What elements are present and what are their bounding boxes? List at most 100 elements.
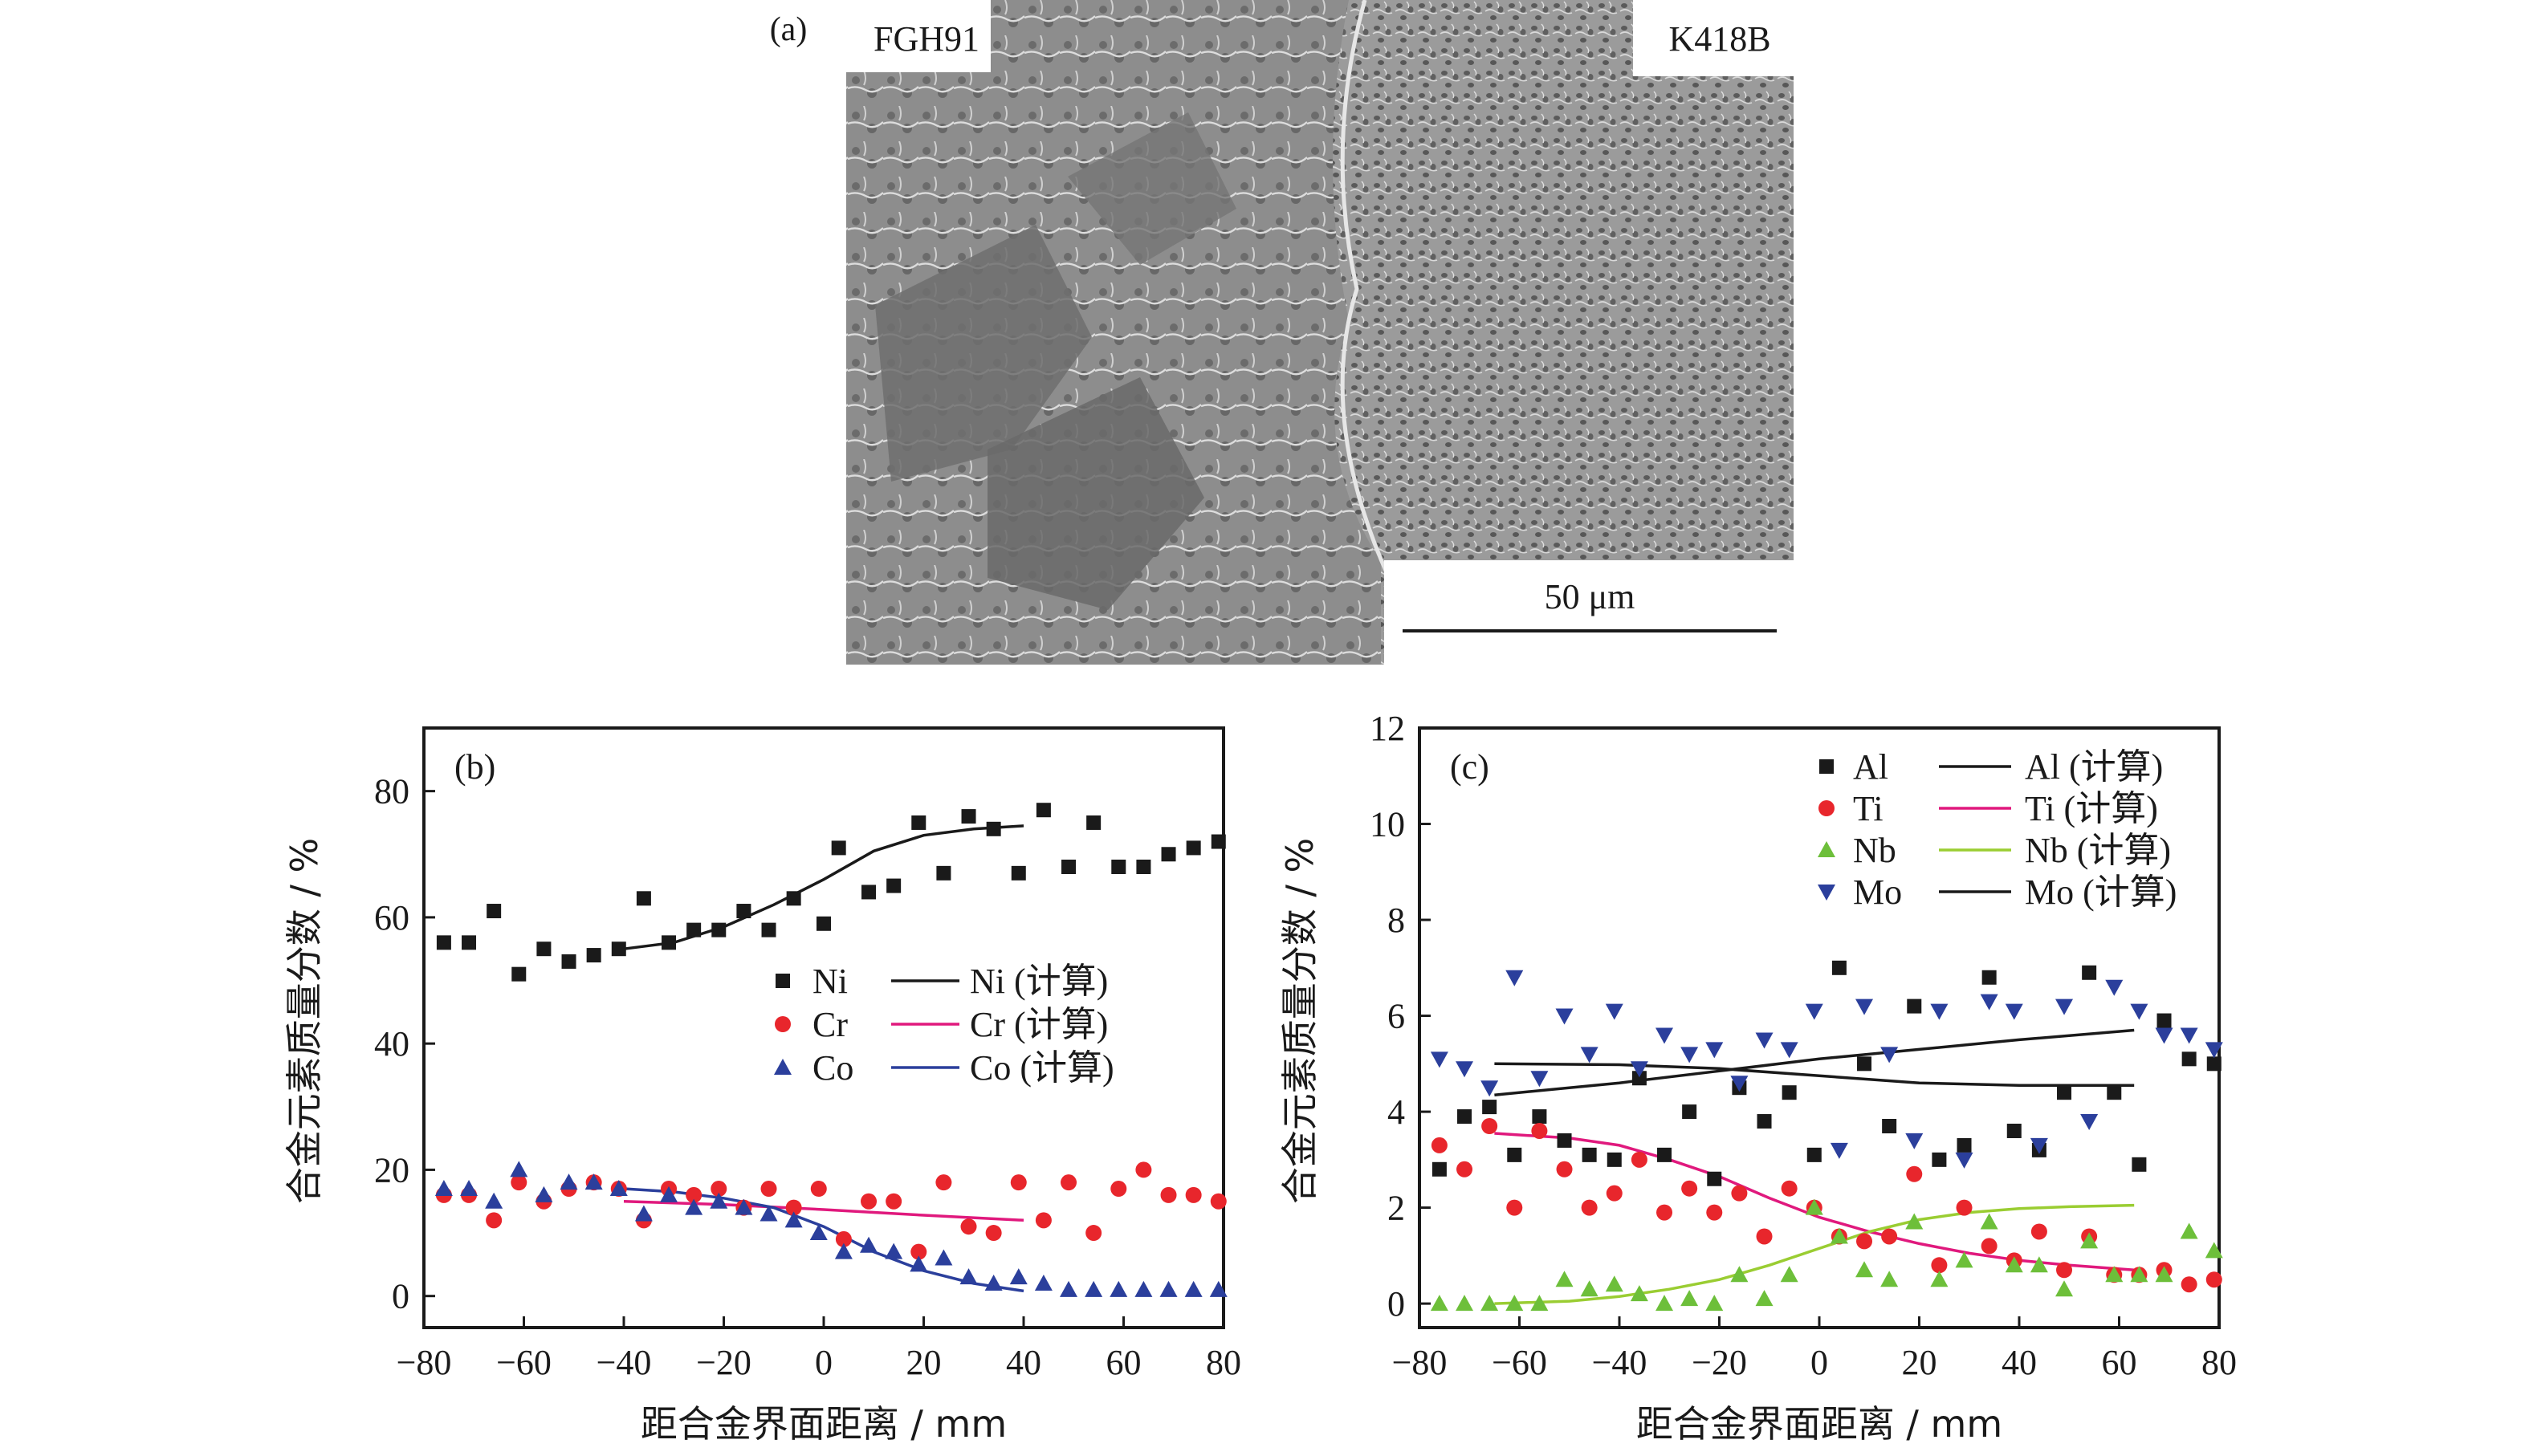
chart-c-point-mo — [1580, 1047, 1598, 1064]
chart-b-point-ni — [1186, 840, 1201, 856]
chart-c-xlabel: 距合金界面距离 / mm — [1636, 1402, 2002, 1446]
chart-b-point-ni — [611, 942, 626, 957]
chart-c-point-al — [2107, 1085, 2122, 1100]
chart-c-point-nb — [2155, 1266, 2173, 1283]
chart-b-point-co — [735, 1198, 753, 1215]
chart-c-point-al — [2057, 1085, 2072, 1100]
chart-b-point-ni — [1086, 815, 1102, 830]
chart-c-point-nb — [2205, 1242, 2223, 1259]
sem-micrograph — [846, 0, 1794, 665]
chart-c-point-al — [1857, 1056, 1872, 1072]
chart-c-ytick-label: 0 — [1387, 1284, 1405, 1324]
chart-b-legend-fit-name: Ni (计算) — [970, 962, 1108, 1001]
chart-c-point-al — [1806, 1147, 1822, 1162]
chart-c-point-mo — [1955, 1152, 1973, 1169]
chart-b-point-co — [1110, 1280, 1128, 1297]
chart-b-legend-fit-name: Co (计算) — [970, 1048, 1114, 1088]
chart-c-point-nb — [1480, 1295, 1499, 1312]
chart-b-point-co — [760, 1205, 778, 1222]
chart-c-legend-fit-name: Al (计算) — [2025, 747, 2163, 787]
chart-b-point-ni — [1111, 859, 1126, 874]
chart-b-ytick-label: 20 — [374, 1150, 409, 1190]
chart-c-point-nb — [2180, 1222, 2198, 1239]
chart-c-point-al — [1782, 1085, 1797, 1100]
chart-b-point-ni — [1011, 865, 1026, 881]
chart-b-point-cr — [785, 1199, 802, 1216]
chart-c-point-mo — [1505, 970, 1524, 986]
chart-b-point-cr — [1035, 1212, 1052, 1229]
chart-c-point-nb — [2080, 1232, 2099, 1249]
chart-c-xtick-label: 60 — [2102, 1343, 2137, 1382]
chart-b-ytick-label: 60 — [374, 898, 409, 937]
chart-c-point-ti — [1781, 1180, 1798, 1197]
chart-b-point-cr — [511, 1174, 527, 1191]
chart-c-fit-line — [1494, 1203, 2135, 1305]
chart-c-point-ti — [1431, 1137, 1448, 1153]
chart-b-point-cr — [760, 1181, 777, 1198]
chart-b-point-co — [809, 1224, 828, 1241]
chart-c-point-ti — [1581, 1199, 1598, 1216]
chart-b-point-ni — [1211, 834, 1226, 849]
chart-c-point-ti — [1956, 1199, 1973, 1216]
chart-c-point-al — [2132, 1157, 2147, 1172]
chart-b-point-ni — [817, 916, 831, 931]
chart-c-point-al — [1582, 1147, 1597, 1162]
panel-a-label: (a) — [770, 11, 808, 48]
chart-c-point-mo — [1830, 1142, 1848, 1159]
chart-c-point-al — [2156, 1013, 2172, 1028]
chart-b-point-co — [685, 1198, 703, 1215]
chart-c-point-nb — [2055, 1280, 2074, 1297]
chart-c-ytick-label: 8 — [1387, 901, 1405, 940]
chart-c-point-mo — [1980, 994, 1998, 1011]
chart-c-point-nb — [2030, 1256, 2048, 1273]
chart-b-point-ni — [511, 966, 527, 982]
chart-c-legend: Al Al (计算) Ti Ti (计算) Nb Nb (计算) Mo Mo (计算) — [1818, 747, 2177, 912]
chart-c-point-nb — [1830, 1227, 1848, 1244]
chart-c-legend-name: Mo — [1853, 872, 1902, 912]
chart-b-point-ni — [861, 885, 877, 900]
chart-c-point-mo — [2130, 1003, 2148, 1020]
chart-b-point-ni — [462, 935, 477, 950]
chart-c-point-al — [1981, 970, 1997, 985]
chart-c-fits — [1494, 1028, 2135, 1305]
chart-c-point-ti — [1731, 1185, 1748, 1202]
chart-c-point-nb — [1456, 1295, 1474, 1312]
chart-b-point-ni — [586, 948, 601, 963]
chart-c: (c) −80 −60 −40 −20 0 20 40 60 80 0 2 4 6 8 10 12 Al Al … — [1278, 709, 2237, 1446]
chart-b-legend-fit-name: Cr (计算) — [970, 1005, 1108, 1044]
chart-b-point-ni — [1136, 859, 1151, 874]
chart-c-point-al — [1682, 1104, 1697, 1120]
chart-b-xtick-label: 60 — [1106, 1343, 1142, 1382]
chart-c-point-nb — [1705, 1295, 1724, 1312]
chart-c-point-mo — [1680, 1047, 1699, 1064]
chart-c-xtick-label: −40 — [1592, 1343, 1647, 1382]
chart-b-point-co — [959, 1268, 978, 1285]
chart-b-point-cr — [1061, 1174, 1077, 1191]
chart-c-point-mo — [1655, 1027, 1674, 1044]
chart-c-point-ti — [1881, 1228, 1898, 1245]
chart-b-point-co — [984, 1274, 1003, 1291]
chart-b-xtick-label: −20 — [696, 1343, 751, 1382]
chart-b-legend-name: Cr — [812, 1005, 848, 1044]
chart-b-xlabel: 距合金界面距离 / mm — [641, 1402, 1007, 1446]
chart-c-point-nb — [1680, 1290, 1699, 1307]
chart-b-xtick-label: −40 — [597, 1343, 652, 1382]
chart-b-point-ni — [736, 904, 751, 919]
chart-b-point-cr — [1010, 1174, 1027, 1191]
chart-c-point-al — [1631, 1071, 1647, 1086]
chart-c-point-nb — [1505, 1295, 1524, 1312]
chart-b-point-ni — [786, 891, 801, 906]
chart-c-point-mo — [1880, 1047, 1899, 1064]
chart-b-point-ni — [487, 904, 502, 919]
chart-b-legend-marker — [775, 1016, 791, 1032]
chart-b-point-cr — [835, 1230, 852, 1247]
chart-b-point-cr — [1185, 1186, 1202, 1203]
chart-c-point-ti — [1906, 1165, 1923, 1182]
chart-c-point-ti — [1531, 1122, 1548, 1139]
chart-b-point-co — [535, 1186, 553, 1202]
chart-c-ytick-label: 6 — [1387, 997, 1405, 1036]
chart-c-point-al — [1882, 1119, 1897, 1134]
chart-b-point-co — [834, 1242, 853, 1259]
chart-c-point-mo — [1705, 1042, 1724, 1059]
chart-c-point-al — [1707, 1171, 1722, 1186]
